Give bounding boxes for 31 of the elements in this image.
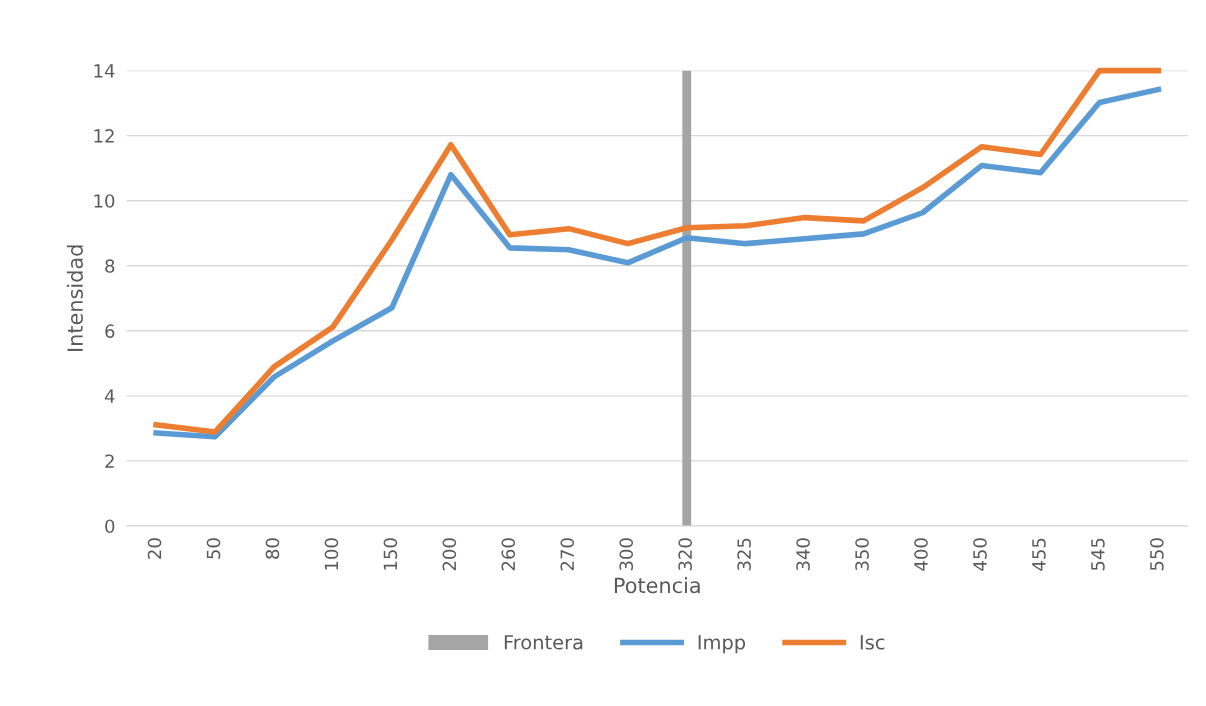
x-axis-title: Potencia <box>614 577 700 594</box>
x-tick-label: 20 <box>147 538 162 559</box>
y-axis-title: Intensidad <box>66 245 83 351</box>
x-tick-label: 270 <box>560 538 575 571</box>
legend-label: Impp <box>698 635 746 654</box>
x-tick-label: 200 <box>442 538 457 571</box>
legend-label: Frontera <box>504 635 583 650</box>
x-tick-label: 300 <box>619 538 634 571</box>
x-tick-label: 100 <box>324 538 339 570</box>
x-tick-label: 400 <box>914 538 928 571</box>
x-tick-label: 150 <box>383 538 398 570</box>
y-tick-label: 10 <box>94 194 115 208</box>
x-tick-label: 455 <box>1032 538 1046 571</box>
x-tick-label: 320 <box>678 538 692 571</box>
x-tick-label: 340 <box>796 538 810 571</box>
x-tick-label: 50 <box>206 538 221 559</box>
y-tick-label: 12 <box>94 129 114 143</box>
y-tick-label: 2 <box>105 454 114 468</box>
y-tick-label: 14 <box>94 64 115 78</box>
y-tick-label: 6 <box>105 324 115 338</box>
y-tick-label: 0 <box>105 519 115 534</box>
x-tick-label: 260 <box>501 538 516 571</box>
x-tick-label: 545 <box>1091 538 1105 571</box>
x-tick-label: 450 <box>973 538 987 571</box>
y-tick-label: 4 <box>104 389 115 403</box>
legend-label: Isc <box>860 635 885 650</box>
y-tick-label: 8 <box>105 259 115 273</box>
x-tick-label: 325 <box>737 538 751 571</box>
x-tick-label: 80 <box>265 538 280 559</box>
x-tick-label: 350 <box>855 538 869 571</box>
x-tick-label: 550 <box>1150 538 1164 571</box>
